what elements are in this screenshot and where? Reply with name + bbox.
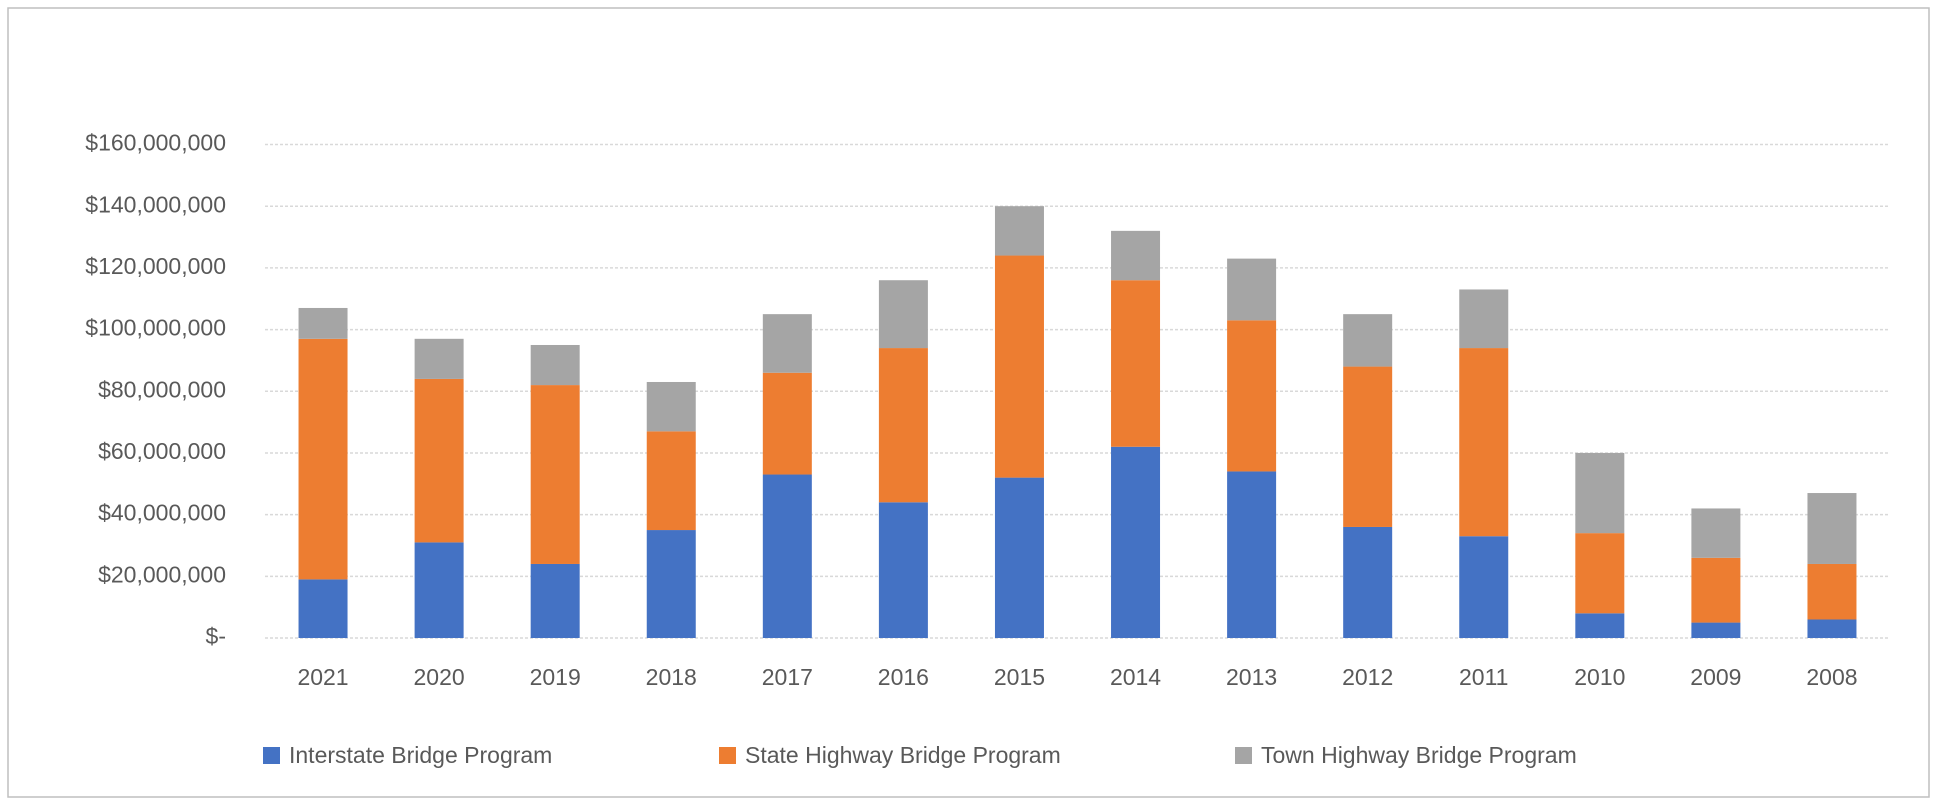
x-tick-label: 2009 bbox=[1690, 664, 1741, 690]
y-tick-label: $140,000,000 bbox=[85, 191, 226, 217]
bar-segment bbox=[1227, 320, 1277, 472]
bar-segment bbox=[1343, 314, 1393, 367]
bar-segment bbox=[1575, 533, 1625, 614]
y-tick-label: $120,000,000 bbox=[85, 253, 226, 279]
bar-segment bbox=[1459, 348, 1509, 537]
bar-segment bbox=[1111, 230, 1161, 281]
x-tick-label: 2016 bbox=[878, 664, 929, 690]
x-tick-label: 2008 bbox=[1806, 664, 1857, 690]
bar-segment bbox=[1227, 258, 1277, 321]
x-tick-label: 2012 bbox=[1342, 664, 1393, 690]
bar-segment bbox=[878, 280, 928, 349]
legend-label: State Highway Bridge Program bbox=[745, 742, 1061, 768]
bar-segment bbox=[878, 502, 928, 638]
bar-segment bbox=[762, 474, 812, 638]
bar-segment bbox=[762, 372, 812, 475]
bar-segment bbox=[762, 314, 812, 373]
legend-swatch bbox=[263, 747, 280, 764]
bar-segment bbox=[1111, 280, 1161, 447]
legend-label: Town Highway Bridge Program bbox=[1261, 742, 1577, 768]
x-tick-label: 2013 bbox=[1226, 664, 1277, 690]
bar-segment bbox=[1227, 471, 1277, 638]
y-tick-label: $80,000,000 bbox=[98, 376, 226, 402]
x-tick-label: 2020 bbox=[414, 664, 465, 690]
y-tick-label: $40,000,000 bbox=[98, 500, 226, 526]
bar-segment bbox=[1575, 613, 1625, 638]
bar-segment bbox=[1807, 563, 1857, 620]
bar-segment bbox=[1807, 619, 1857, 638]
bar-segment bbox=[994, 477, 1044, 638]
bar-segment bbox=[414, 378, 464, 543]
bar-segment bbox=[1575, 452, 1625, 534]
chart-border bbox=[7, 7, 1930, 798]
bar-segment bbox=[1691, 508, 1741, 558]
x-tick-label: 2017 bbox=[762, 664, 813, 690]
bar-segment bbox=[1343, 366, 1393, 527]
bar-segment bbox=[646, 530, 696, 638]
y-tick-label: $60,000,000 bbox=[98, 438, 226, 464]
bar-segment bbox=[298, 579, 348, 638]
x-tick-label: 2010 bbox=[1574, 664, 1625, 690]
y-tick-label: $160,000,000 bbox=[85, 130, 226, 156]
x-tick-label: 2018 bbox=[646, 664, 697, 690]
bar-segment bbox=[414, 542, 464, 638]
bar-segment bbox=[1343, 526, 1393, 638]
x-tick-label: 2019 bbox=[530, 664, 581, 690]
bar-segment bbox=[530, 385, 580, 564]
bar-segment bbox=[1807, 493, 1857, 564]
legend-label: Interstate Bridge Program bbox=[289, 742, 552, 768]
bar-segment bbox=[646, 381, 696, 432]
bar-segment bbox=[994, 255, 1044, 478]
bar-segment bbox=[1691, 557, 1741, 623]
legend-swatch bbox=[1235, 747, 1252, 764]
bar-segment bbox=[1691, 622, 1741, 638]
bar-segment bbox=[878, 348, 928, 503]
x-tick-label: 2021 bbox=[297, 664, 348, 690]
bar-segment bbox=[1111, 446, 1161, 638]
y-tick-label: $- bbox=[206, 623, 226, 649]
bar-segment bbox=[1459, 536, 1509, 638]
legend-swatch bbox=[719, 747, 736, 764]
x-tick-label: 2011 bbox=[1459, 664, 1508, 690]
bar-segment bbox=[298, 307, 348, 339]
y-tick-label: $100,000,000 bbox=[85, 315, 226, 341]
bar-segment bbox=[1459, 289, 1509, 349]
x-tick-label: 2015 bbox=[994, 664, 1045, 690]
bar-segment bbox=[298, 338, 348, 580]
bar-segment bbox=[530, 344, 580, 386]
bar-segment bbox=[646, 431, 696, 531]
x-tick-label: 2014 bbox=[1110, 664, 1161, 690]
bar-segment bbox=[530, 563, 580, 638]
bar-segment bbox=[994, 206, 1044, 256]
y-tick-label: $20,000,000 bbox=[98, 561, 226, 587]
bar-segment bbox=[414, 338, 464, 379]
